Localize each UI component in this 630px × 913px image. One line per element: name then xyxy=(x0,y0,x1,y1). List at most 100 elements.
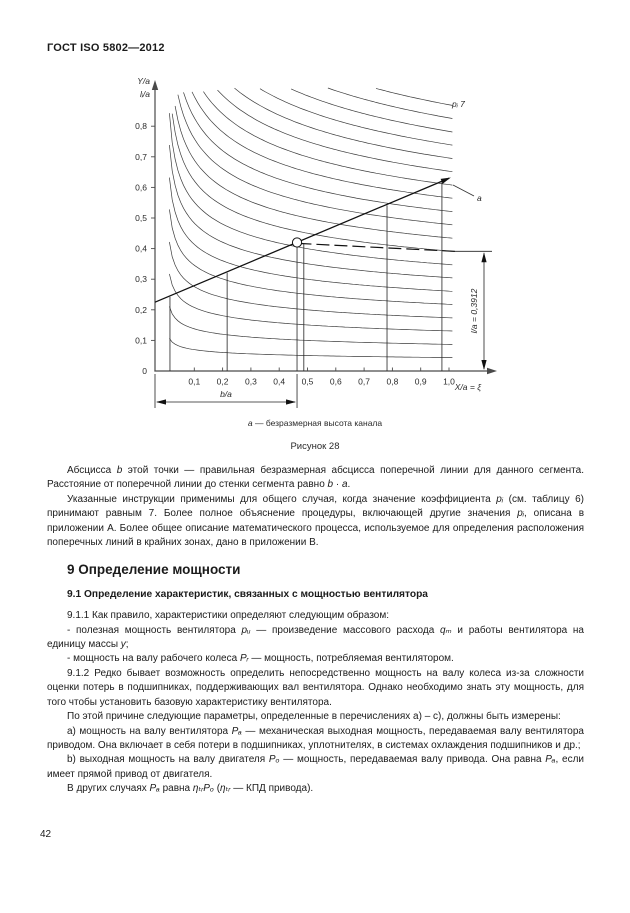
variable-symbol: Pₒ xyxy=(268,754,280,766)
family-curve xyxy=(169,306,453,345)
family-curve xyxy=(171,113,453,252)
x-tick-label: 0,9 xyxy=(415,377,427,387)
text-run: Указанные инструкции применимы для общег… xyxy=(67,493,497,505)
body-text: Абсцисса b этой точки — правильная безра… xyxy=(47,464,584,797)
arrowhead-icon xyxy=(440,177,451,184)
variable-symbol: ηₜᵣPₒ xyxy=(192,783,214,795)
text-run: этой точки — правильная безразмерная абс… xyxy=(47,465,584,491)
x-tick-label: 0,8 xyxy=(386,377,398,387)
text-run: · xyxy=(333,479,342,491)
figure-28-chart: Y/a lᵢ/a X/a = ξ 0 pᵢ 7 a b/a l/a = 0,39… xyxy=(135,76,497,408)
x-tick-label: 0,4 xyxy=(273,377,285,387)
variable-symbol: pᵢ xyxy=(496,493,504,505)
y-tick-label: 0,2 xyxy=(135,305,147,315)
x-axis-title: X/a = ξ xyxy=(454,382,482,392)
text-run: a) мощность на валу вентилятора xyxy=(67,725,232,737)
section-heading: 9 Определение мощности xyxy=(67,562,241,578)
y-tick-label: 0,4 xyxy=(135,244,147,254)
paragraph: 9.1.1 Как правило, характеристики опреде… xyxy=(47,609,584,623)
family-curve xyxy=(169,241,453,319)
text-run: (см. таблицу 6) принимают равным 7. Боле… xyxy=(47,493,585,520)
y-axis-arrow-icon xyxy=(151,80,159,90)
family-curve xyxy=(169,209,453,305)
y-tick-label: 0,1 xyxy=(135,335,147,345)
text-run: Абсцисса xyxy=(67,465,117,476)
variable-symbol: Pₐ xyxy=(149,783,160,795)
paragraph: Абсцисса b этой точки — правильная безра… xyxy=(47,464,584,493)
paragraph: - полезная мощность вентилятора pᵤ — про… xyxy=(47,624,584,653)
family-curve xyxy=(183,92,453,212)
x-tick-label: 0,7 xyxy=(358,377,370,387)
paragraph: 9.1.2 Редко бывает возможность определит… xyxy=(47,667,584,710)
family-curve xyxy=(191,91,453,199)
marked-point xyxy=(291,237,303,248)
family-curve xyxy=(169,144,453,279)
text-run: - мощность на валу рабочего колеса xyxy=(67,653,240,665)
x-tick-label: 1,0 xyxy=(443,377,455,387)
y-tick-label: 0,6 xyxy=(135,182,147,192)
variable-symbol: qₘ xyxy=(439,624,452,636)
text-run: равна xyxy=(159,783,193,795)
variable-symbol: b xyxy=(327,479,334,491)
variable-symbol: ηₜᵣ xyxy=(220,783,231,795)
curve-family-label: pᵢ 7 xyxy=(451,99,465,109)
figure-caption: а — безразмерная высота канала xyxy=(0,418,630,428)
text-run: — произведение массового расхода xyxy=(250,624,440,636)
family-curve xyxy=(169,177,453,292)
text-run: — мощность, потребляемая вентилятором. xyxy=(248,653,454,665)
family-curve xyxy=(259,88,453,146)
line-a-leader xyxy=(452,184,475,197)
text-run: , если имеет прямой привод от двигателя. xyxy=(47,754,584,780)
y-tick-label: 0,5 xyxy=(135,213,147,223)
text-run: — мощность, передаваемая валу привода. О… xyxy=(279,754,546,766)
arrowhead-icon xyxy=(156,399,166,405)
family-curve xyxy=(169,273,453,332)
paragraphs-before-section: Абсцисса b этой точки — правильная безра… xyxy=(47,464,584,550)
y-axis-title-1: Y/a xyxy=(137,76,150,86)
x-axis-arrow-icon xyxy=(487,367,497,375)
variable-symbol: Pᵣ xyxy=(239,653,249,665)
y-axis-title-2: lᵢ/a xyxy=(140,89,150,99)
dashed-line xyxy=(298,242,455,252)
origin-tick-label: 0 xyxy=(142,366,147,376)
arrowhead-icon xyxy=(481,252,487,263)
paragraph: b) выходная мощность на валу двигателя P… xyxy=(47,753,584,782)
figure-caption-variable: а xyxy=(247,418,253,428)
variable-symbol: Pₐ xyxy=(545,754,556,766)
text-run: По этой причине следующие параметры, опр… xyxy=(67,711,561,723)
family-curve xyxy=(234,87,453,159)
variable-symbol: a xyxy=(341,479,348,491)
text-run: — КПД привода). xyxy=(230,783,314,795)
variable-symbol: y xyxy=(120,639,126,651)
y-tick-label: 0,7 xyxy=(135,152,147,162)
arrowhead-icon xyxy=(481,360,487,370)
line-a-label: a xyxy=(477,193,482,203)
family-curve xyxy=(327,87,453,119)
arrowhead-icon xyxy=(286,399,297,405)
text-run: - полезная мощность вентилятора xyxy=(67,624,242,636)
family-curve xyxy=(174,105,453,239)
paragraph: Указанные инструкции применимы для общег… xyxy=(47,493,584,551)
text-run: , описана в приложении А. Более общее оп… xyxy=(47,508,585,549)
variable-symbol: pᵤ xyxy=(241,624,251,636)
line-a xyxy=(154,177,450,303)
family-curve xyxy=(203,91,453,186)
text-run: 9.1.1 Как правило, характеристики опреде… xyxy=(67,610,390,622)
text-run: В других случаях xyxy=(67,783,150,795)
figure-caption-text: — безразмерная высота канала xyxy=(254,418,383,428)
family-curve xyxy=(169,113,453,266)
paragraph: По этой причине следующие параметры, опр… xyxy=(47,710,584,724)
x-tick-label: 0,3 xyxy=(245,377,257,387)
text-run: . xyxy=(347,479,351,491)
family-curve xyxy=(217,89,453,173)
paragraph: a) мощность на валу вентилятора Pₐ — мех… xyxy=(47,725,584,754)
document-header: ГОСТ ISO 5802—2012 xyxy=(47,42,165,54)
variable-symbol: pᵢ xyxy=(517,508,525,520)
family-curve xyxy=(177,94,453,226)
family-curve xyxy=(290,88,453,133)
text-run: — механическая выходная мощность, переда… xyxy=(47,725,584,751)
paragraph: - мощность на валу рабочего колеса Pᵣ — … xyxy=(47,652,584,666)
x-tick-label: 0,5 xyxy=(302,377,314,387)
paragraph: В других случаях Pₐ равна ηₜᵣPₒ (ηₜᵣ — К… xyxy=(47,782,584,796)
